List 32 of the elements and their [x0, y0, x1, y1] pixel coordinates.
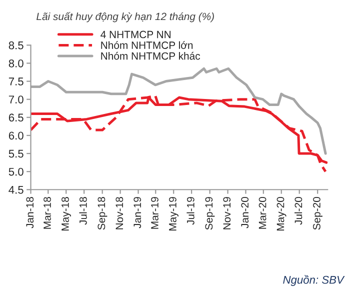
x-tick-label: Mar-18 [44, 197, 51, 229]
y-tick-label: 7.0 [8, 96, 24, 104]
x-tick-label: Jan-19 [134, 197, 142, 228]
x-tick-label: Jul-19 [186, 197, 194, 225]
y-tick-label: 5.5 [8, 150, 24, 158]
x-tick-label: May-18 [62, 197, 71, 230]
x-tick-label: Sep-19 [205, 197, 215, 230]
x-tick-label: Jul-18 [79, 197, 87, 225]
y-tick-label: 5.0 [8, 168, 24, 176]
x-tick-label: Jan-18 [26, 197, 34, 228]
y-tick-label: 8.0 [8, 59, 24, 68]
text: Nguồn: SBV [283, 275, 345, 286]
x-tick-label: May-19 [169, 197, 178, 230]
y-tick-label: 7.5 [8, 78, 24, 86]
x-tick-label: Nov-19 [223, 197, 231, 230]
x-tick-label: Mar-20 [258, 196, 266, 229]
x-tick-label: Jul-20 [294, 196, 302, 225]
x-tick-label: Mar-19 [151, 197, 158, 229]
legend-label: Nhóm NHTMCP lớn [101, 41, 193, 49]
y-tick-label: 6.5 [8, 114, 24, 122]
y-tick-label: 8.5 [8, 41, 24, 50]
x-tick-label: May-20 [276, 196, 286, 230]
x-tick-label: Nov-18 [116, 197, 124, 230]
legend-label: Nhóm NHTMCP khác [101, 52, 200, 60]
legend-label: 4 NHTMCP NN [100, 30, 170, 38]
x-tick-label: Jan-20 [241, 196, 249, 228]
line-series [30, 67, 327, 155]
chart-title: Lãi suất huy động kỳ hạn 12 tháng (%) [36, 12, 214, 22]
y-tick-label: 4.5 [8, 186, 24, 194]
y-tick-label: 6.0 [8, 132, 24, 140]
x-tick-label: Sep-18 [98, 197, 108, 230]
x-tick-label: Sep-20 [313, 196, 322, 230]
